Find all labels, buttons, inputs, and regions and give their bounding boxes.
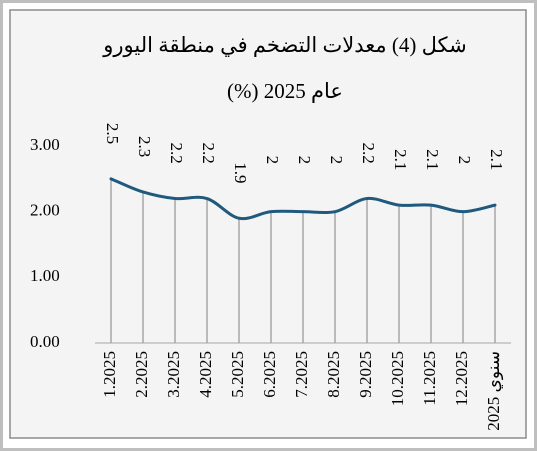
x-tick-label: 5.2025 xyxy=(228,351,247,398)
series-line xyxy=(109,177,497,221)
x-tick-label: 3.2025 xyxy=(164,351,183,398)
data-label: 2 xyxy=(263,156,282,165)
y-tick-label: 1.00 xyxy=(30,266,60,285)
y-tick-label: 0.00 xyxy=(30,332,60,351)
x-tick-label: 2.2025 xyxy=(132,351,151,398)
data-label: 2 xyxy=(455,156,474,165)
x-tick-label: 7.2025 xyxy=(292,351,311,398)
x-tick-label: 9.2025 xyxy=(356,351,375,398)
chart-panel xyxy=(9,9,527,439)
data-label: 2.1 xyxy=(391,149,410,170)
x-tick-label: 4.2025 xyxy=(196,351,215,398)
y-tick-label: 3.00 xyxy=(30,135,60,154)
x-tick-label: 10.2025 xyxy=(388,351,407,406)
data-label: 2.3 xyxy=(135,136,154,157)
data-label: 2.2 xyxy=(167,143,186,164)
data-label: 2.5 xyxy=(103,123,122,144)
chart-title: عام 2025 (%) xyxy=(227,79,343,104)
data-label: 2.1 xyxy=(423,149,442,170)
x-tick-label: 11.2025 xyxy=(420,351,439,406)
x-tick-label: 2025 سنوي xyxy=(484,351,504,431)
data-label: 2.1 xyxy=(487,149,506,170)
x-tick-label: 6.2025 xyxy=(260,351,279,398)
data-label: 2 xyxy=(295,156,314,165)
x-tick-label: 8.2025 xyxy=(324,351,343,398)
data-label: 2.2 xyxy=(359,143,378,164)
x-tick-label: 1.2025 xyxy=(100,351,119,398)
x-tick-label: 12.2025 xyxy=(452,351,471,406)
y-tick-label: 2.00 xyxy=(30,201,60,220)
data-label: 2 xyxy=(327,156,346,165)
chart-title: شكل (4) معدلات التضخم في منطقة اليورو xyxy=(102,33,466,58)
data-label: 2.2 xyxy=(199,143,218,164)
data-label: 1.9 xyxy=(231,162,250,183)
